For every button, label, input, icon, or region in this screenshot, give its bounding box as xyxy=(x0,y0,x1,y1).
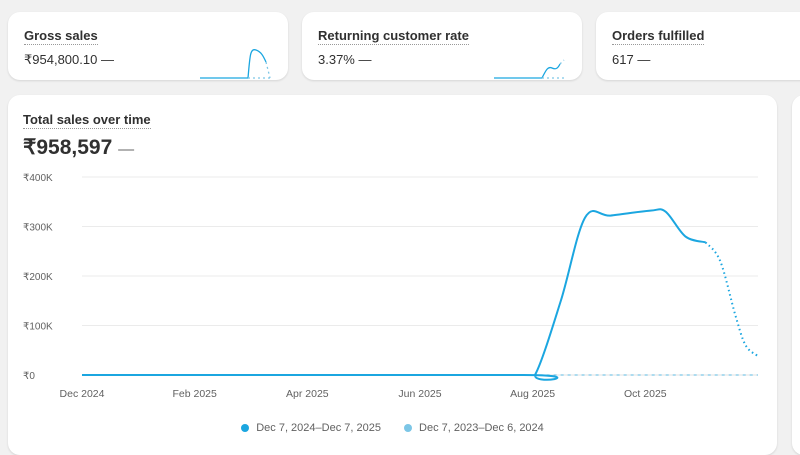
kpi-value: 3.37% — xyxy=(318,52,372,67)
y-tick-label: ₹200K xyxy=(23,272,53,283)
kpi-value: 617 — xyxy=(612,52,651,67)
kpi-title: Orders fulfilled xyxy=(612,28,705,45)
y-tick-label: ₹300K xyxy=(23,223,53,234)
legend-current[interactable]: Dec 7, 2024–Dec 7, 2025 xyxy=(241,422,381,434)
kpi-returning-customer-rate[interactable]: Returning customer rate 3.37% — xyxy=(302,12,582,80)
current-period-partial-line xyxy=(704,241,759,357)
x-tick-label: Dec 2024 xyxy=(60,388,105,400)
sparkline xyxy=(200,49,271,79)
x-tick-label: Aug 2025 xyxy=(510,388,555,400)
y-tick-label: ₹0 xyxy=(23,371,35,382)
kpi-title: Returning customer rate xyxy=(318,28,469,45)
current-period-line xyxy=(81,208,706,381)
sales-line-chart: ₹0 ₹100K ₹200K ₹300K ₹400K Dec 2024 Feb 2025 Ap… xyxy=(23,173,759,400)
legend-dot-icon xyxy=(404,424,413,432)
kpi-title: Gross sales xyxy=(24,28,98,45)
sparkline xyxy=(494,59,565,79)
kpi-gross-sales[interactable]: Gross sales ₹954,800.10 — xyxy=(8,12,288,80)
kpi-value: ₹954,800.10 — xyxy=(24,52,114,67)
x-tick-label: Oct 2025 xyxy=(624,388,667,400)
x-tick-label: Jun 2025 xyxy=(398,388,441,400)
total-sales-card: Total sales over time ₹958,597 — ₹0 ₹100K… xyxy=(8,95,777,455)
y-tick-label: ₹400K xyxy=(23,173,53,184)
chart-legend: Dec 7, 2024–Dec 7, 2025 Dec 7, 2023–Dec … xyxy=(8,422,777,435)
side-card xyxy=(792,95,800,455)
x-tick-label: Apr 2025 xyxy=(286,388,329,400)
total-sales-value: ₹958,597 — xyxy=(23,136,135,159)
x-tick-label: Feb 2025 xyxy=(172,388,217,400)
chart-title: Total sales over time xyxy=(23,112,151,129)
y-tick-label: ₹100K xyxy=(23,322,53,333)
legend-previous[interactable]: Dec 7, 2023–Dec 6, 2024 xyxy=(404,422,544,434)
sparkline xyxy=(796,46,800,80)
kpi-orders-fulfilled[interactable]: Orders fulfilled 617 — xyxy=(596,12,800,80)
legend-dot-icon xyxy=(241,424,250,432)
